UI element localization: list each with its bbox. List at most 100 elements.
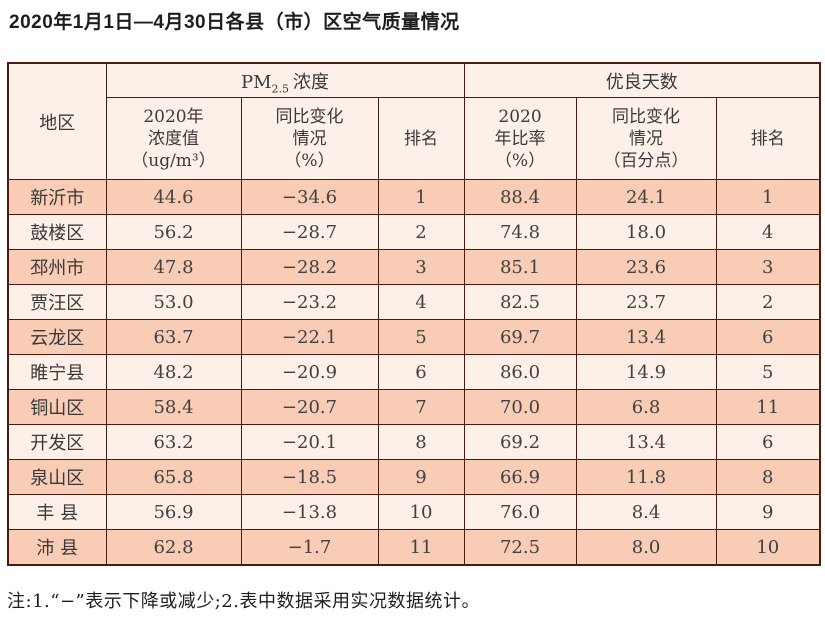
days-rank-cell: 3	[715, 249, 821, 285]
header-line: 2020	[498, 106, 542, 127]
table-row: 云龙区 63.7 −22.1 5 69.7 13.4 6	[7, 319, 821, 355]
days-rank-cell: 9	[715, 494, 821, 530]
region-cell: 沛 县	[7, 529, 107, 566]
table-row: 泉山区 65.8 −18.5 9 66.9 11.8 8	[7, 459, 821, 495]
region-cell: 丰 县	[7, 494, 107, 530]
group-header-row: 地区 PM2.5 浓度 优良天数	[7, 62, 821, 180]
days-rank-cell: 11	[715, 389, 821, 425]
table-row: 贾汪区 53.0 −23.2 4 82.5 23.7 2	[7, 284, 821, 320]
pm-rank-column-header: 排名	[377, 97, 465, 180]
table-row: 铜山区 58.4 −20.7 7 70.0 6.8 11	[7, 389, 821, 425]
days-rank-column-header: 排名	[715, 97, 821, 180]
days-change-cell: 18.0	[575, 214, 717, 250]
header-line: （%）	[494, 150, 546, 171]
pm-rank-cell: 5	[377, 319, 465, 355]
pm-value-cell: 63.2	[105, 424, 242, 460]
days-rate-cell: 74.8	[463, 214, 577, 250]
days-rank-cell: 10	[715, 529, 821, 566]
pm-change-cell: −23.2	[240, 284, 379, 320]
days-change-cell: 13.4	[575, 319, 717, 355]
header-line: （ug/m³）	[131, 150, 216, 171]
good-days-group-header: 优良天数	[463, 62, 821, 98]
pm25-label-prefix: PM	[240, 71, 272, 93]
pm-value-cell: 58.4	[105, 389, 242, 425]
days-rate-column-header: 2020 年比率 （%）	[463, 97, 577, 180]
pm-value-cell: 56.9	[105, 494, 242, 530]
pm-value-column-header: 2020年 浓度值 （ug/m³）	[105, 97, 242, 180]
pm-rank-cell: 6	[377, 354, 465, 390]
days-change-column-header: 同比变化 情况 （百分点）	[575, 97, 717, 180]
pm-value-cell: 62.8	[105, 529, 242, 566]
table-row: 睢宁县 48.2 −20.9 6 86.0 14.9 5	[7, 354, 821, 390]
days-rank-cell: 6	[715, 424, 821, 460]
pm-change-cell: −34.6	[240, 179, 379, 215]
footnote: 注:1.“−”表示下降或减少;2.表中数据采用实况数据统计。	[7, 591, 480, 612]
pm-value-cell: 48.2	[105, 354, 242, 390]
pm-rank-cell: 9	[377, 459, 465, 495]
header-line: 情况	[292, 128, 327, 149]
days-rank-cell: 4	[715, 214, 821, 250]
days-rate-cell: 86.0	[463, 354, 577, 390]
table-row: 邳州市 47.8 −28.2 3 85.1 23.6 3	[7, 249, 821, 285]
days-change-cell: 23.7	[575, 284, 717, 320]
days-change-cell: 24.1	[575, 179, 717, 215]
header-line: 同比变化	[612, 106, 681, 127]
header-line: 2020年	[143, 106, 204, 127]
air-quality-table: 地区 PM2.5 浓度 优良天数 2020年 浓度值 （ug/m³） 同比变化 情…	[7, 62, 822, 566]
pm-rank-cell: 8	[377, 424, 465, 460]
sub-header-row: 2020年 浓度值 （ug/m³） 同比变化 情况 （%） 排名 2020 年比…	[8, 97, 821, 180]
header-line: 年比率	[494, 128, 546, 149]
pm-change-cell: −20.9	[240, 354, 379, 390]
pm-value-cell: 65.8	[105, 459, 242, 495]
days-rate-cell: 72.5	[463, 529, 577, 566]
pm-change-cell: −1.7	[240, 529, 379, 566]
pm-rank-cell: 10	[377, 494, 465, 530]
days-rate-cell: 76.0	[463, 494, 577, 530]
days-rank-cell: 2	[715, 284, 821, 320]
days-rate-cell: 70.0	[463, 389, 577, 425]
table-body: 新沂市 44.6 −34.6 1 88.4 24.1 1 鼓楼区 56.2 −28.7 2 74.8 1…	[7, 179, 821, 566]
days-change-cell: 23.6	[575, 249, 717, 285]
header-line: 同比变化	[275, 106, 344, 127]
pm-change-cell: −28.7	[240, 214, 379, 250]
days-rate-cell: 82.5	[463, 284, 577, 320]
region-cell: 贾汪区	[7, 284, 107, 320]
region-column-header: 地区	[7, 62, 107, 180]
table-row: 新沂市 44.6 −34.6 1 88.4 24.1 1	[7, 179, 821, 215]
table-header: 地区 PM2.5 浓度 优良天数 2020年 浓度值 （ug/m³） 同比变化 情…	[7, 62, 821, 180]
page-title: 2020年1月1日—4月30日各县（市）区空气质量情况	[9, 12, 460, 33]
pm-rank-cell: 3	[377, 249, 465, 285]
days-rank-cell: 1	[715, 179, 821, 215]
header-line: （百分点）	[603, 150, 689, 171]
pm-change-cell: −20.1	[240, 424, 379, 460]
region-cell: 新沂市	[7, 179, 107, 215]
pm25-group-header: PM2.5 浓度	[105, 62, 465, 98]
pm-change-column-header: 同比变化 情况 （%）	[240, 97, 379, 180]
region-cell: 泉山区	[7, 459, 107, 495]
pm-value-cell: 56.2	[105, 214, 242, 250]
pm-change-cell: −22.1	[240, 319, 379, 355]
header-line: 排名	[750, 128, 785, 149]
days-rate-cell: 85.1	[463, 249, 577, 285]
pm-rank-cell: 4	[377, 284, 465, 320]
table-row: 开发区 63.2 −20.1 8 69.2 13.4 6	[7, 424, 821, 460]
days-rank-cell: 8	[715, 459, 821, 495]
days-rate-cell: 69.7	[463, 319, 577, 355]
days-rate-cell: 69.2	[463, 424, 577, 460]
pm-change-cell: −28.2	[240, 249, 379, 285]
header-line: 浓度值	[148, 128, 199, 149]
days-rank-cell: 6	[715, 319, 821, 355]
pm-rank-cell: 1	[377, 179, 465, 215]
days-change-cell: 14.9	[575, 354, 717, 390]
days-change-cell: 11.8	[575, 459, 717, 495]
pm-change-cell: −18.5	[240, 459, 379, 495]
pm-rank-cell: 2	[377, 214, 465, 250]
pm-change-cell: −13.8	[240, 494, 379, 530]
region-cell: 铜山区	[7, 389, 107, 425]
table-row: 鼓楼区 56.2 −28.7 2 74.8 18.0 4	[7, 214, 821, 250]
region-cell: 鼓楼区	[7, 214, 107, 250]
region-cell: 邳州市	[7, 249, 107, 285]
table-row: 丰 县 56.9 −13.8 10 76.0 8.4 9	[7, 494, 821, 530]
region-cell: 开发区	[7, 424, 107, 460]
days-rate-cell: 88.4	[463, 179, 577, 215]
